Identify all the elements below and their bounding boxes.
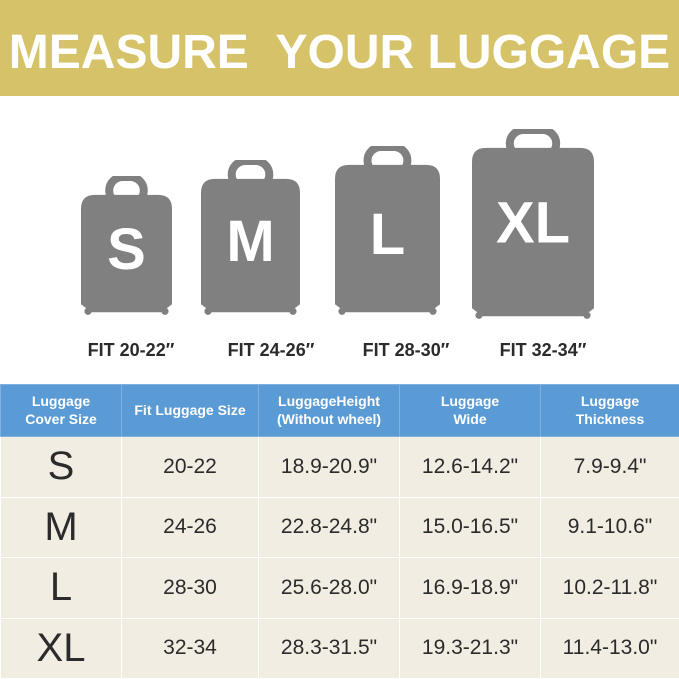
svg-text:S: S bbox=[107, 217, 146, 282]
svg-text:XL: XL bbox=[496, 190, 570, 255]
svg-text:L: L bbox=[370, 202, 405, 267]
svg-text:M: M bbox=[226, 209, 274, 274]
